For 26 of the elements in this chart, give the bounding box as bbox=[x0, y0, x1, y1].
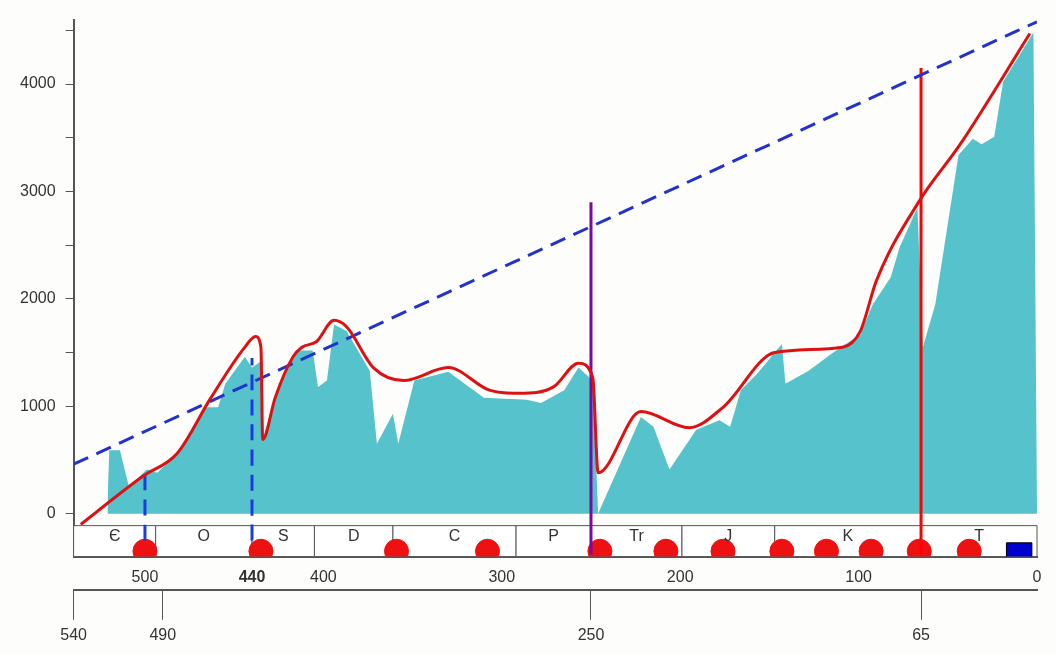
band-label: Tr bbox=[629, 527, 645, 545]
band-label: O bbox=[197, 527, 211, 545]
x-tick-label: 500 bbox=[131, 567, 159, 585]
x2-tick-label: 540 bbox=[60, 625, 88, 643]
band-label: K bbox=[842, 527, 854, 545]
x2-tick-label: 490 bbox=[149, 625, 177, 643]
y-tick-label: 4000 bbox=[20, 74, 56, 92]
band-label: C bbox=[448, 527, 461, 545]
band-label: T bbox=[974, 527, 985, 545]
x-tick-label: 300 bbox=[488, 567, 516, 585]
x-tick-label: 200 bbox=[666, 567, 694, 585]
x2-tick-label: 65 bbox=[912, 625, 931, 643]
x2-tick-label: 250 bbox=[577, 625, 605, 643]
y-tick-label: 3000 bbox=[20, 181, 56, 199]
band-label: J bbox=[724, 527, 733, 545]
x-tick-label: 0 bbox=[1032, 567, 1042, 585]
band-label: S bbox=[277, 527, 289, 545]
x-tick-label: 100 bbox=[845, 567, 873, 585]
y-tick-label: 2000 bbox=[20, 289, 56, 307]
x-tick-label: 400 bbox=[310, 567, 337, 585]
x-tick-label: 440 bbox=[238, 567, 266, 585]
band-label: D bbox=[347, 527, 360, 545]
y-tick-label: 1000 bbox=[20, 396, 56, 414]
y-tick-label: 0 bbox=[46, 504, 56, 522]
band-label: Є bbox=[108, 527, 121, 545]
band-label: P bbox=[548, 527, 559, 545]
